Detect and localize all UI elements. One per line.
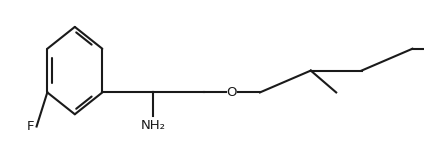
Text: F: F	[27, 120, 34, 133]
Text: O: O	[227, 86, 237, 99]
Text: NH₂: NH₂	[141, 119, 166, 132]
